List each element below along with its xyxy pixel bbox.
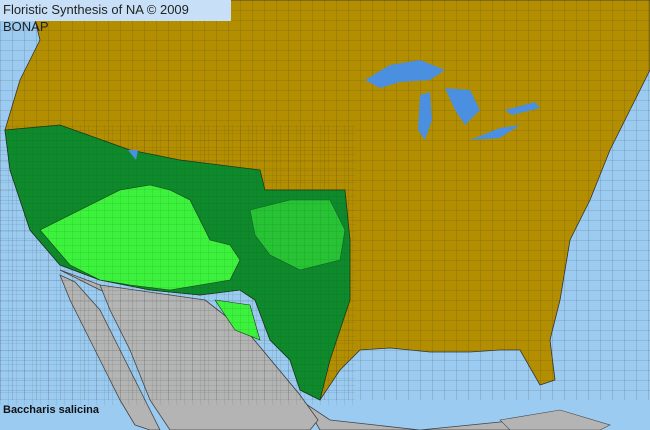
green-county-lines [0, 125, 355, 405]
lake-superior [365, 60, 445, 88]
map-title: Floristic Synthesis of NA © 2009 BONAP [0, 0, 231, 34]
lake-michigan [418, 92, 432, 140]
lake-huron [445, 88, 480, 125]
lake-erie [470, 125, 520, 140]
cuba [499, 409, 611, 430]
species-name: Baccharis salicina [3, 404, 100, 416]
great-salt-lake [128, 150, 138, 160]
lake-ontario [505, 102, 540, 115]
